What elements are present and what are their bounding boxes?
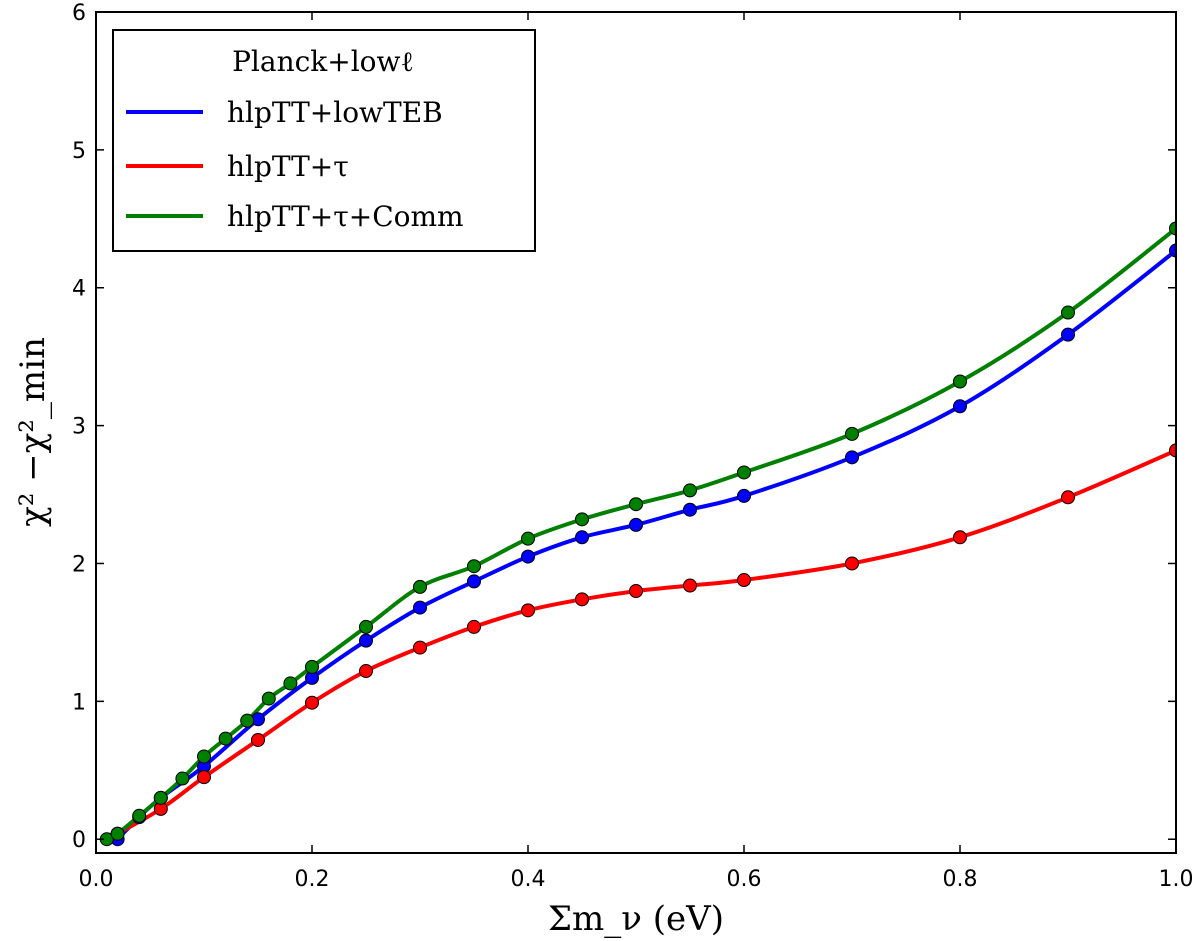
y-tick-label-4: 4: [72, 277, 86, 302]
series-0-point-14: [845, 450, 859, 465]
series-2-point-19: [845, 426, 859, 441]
series-layer: [99, 221, 1176, 847]
series-0-point-7: [413, 600, 427, 615]
series-2-point-17: [683, 483, 697, 498]
legend-label-0: hlpTT+lowTEB: [227, 96, 443, 129]
series-0-point-6: [359, 633, 373, 648]
x-axis-title: Σm_ν (eV): [548, 899, 724, 939]
series-1-point-9: [575, 592, 589, 607]
y-tick-label-0: 0: [72, 828, 86, 853]
series-1-point-11: [683, 578, 697, 593]
series-0-point-16: [1061, 327, 1075, 342]
series-0-point-9: [521, 549, 535, 564]
series-0-point-11: [629, 517, 643, 532]
x-tick-label-0: 0.0: [79, 867, 114, 892]
series-2-point-22: [1169, 221, 1176, 236]
x-tick-label-5: 1.0: [1159, 867, 1194, 892]
x-tick-label-1: 0.2: [295, 867, 330, 892]
series-2-point-2: [132, 808, 147, 823]
series-line-1: [116, 448, 1176, 836]
x-tick-label-3: 0.6: [727, 867, 762, 892]
y-tick-label-6: 6: [72, 1, 86, 26]
series-2-point-13: [467, 559, 481, 574]
series-2-point-1: [110, 826, 125, 841]
series-2-point-9: [283, 676, 298, 691]
series-0-point-13: [737, 488, 751, 503]
series-0-point-12: [683, 502, 697, 517]
series-2-point-11: [359, 619, 373, 634]
series-1-point-4: [305, 695, 319, 710]
series-2-point-14: [521, 531, 535, 546]
series-1-point-3: [251, 732, 265, 747]
series-1-point-13: [845, 556, 859, 571]
series-1-point-6: [413, 640, 427, 655]
series-1-point-15: [1061, 490, 1075, 505]
legend-title: Planck+lowℓ: [232, 45, 414, 78]
series-2-point-18: [737, 465, 751, 480]
y-tick-label-1: 1: [72, 690, 86, 715]
series-2-point-8: [261, 691, 276, 706]
series-0-point-17: [1169, 243, 1176, 258]
series-2-point-12: [413, 579, 427, 594]
series-1-point-10: [629, 584, 643, 599]
series-2-point-7: [240, 713, 255, 728]
x-tick-label-4: 0.8: [943, 867, 978, 892]
series-2-point-6: [218, 731, 233, 746]
y-tick-label-2: 2: [72, 552, 86, 577]
series-0-point-15: [953, 399, 967, 414]
series-1-point-14: [953, 530, 967, 545]
series-0-point-8: [467, 574, 481, 589]
plot-frame: [95, 11, 1177, 854]
series-1-point-8: [521, 603, 535, 618]
legend-label-1: hlpTT+τ: [227, 150, 349, 183]
legend-label-2: hlpTT+τ+Comm: [227, 200, 464, 233]
y-tick-label-5: 5: [72, 139, 86, 164]
y-tick-label-3: 3: [72, 415, 86, 440]
series-2-point-20: [953, 374, 967, 389]
series-2-point-3: [153, 790, 168, 805]
series-1-point-5: [359, 664, 373, 679]
series-2-point-5: [197, 749, 211, 764]
series-1-point-2: [197, 770, 211, 785]
y-axis-title: χ² −χ²_min: [13, 337, 53, 527]
series-1-point-7: [467, 619, 481, 634]
x-tick-label-2: 0.4: [511, 867, 546, 892]
legend: Planck+lowℓ hlpTT+lowTEB hlpTT+τ hlpTT+τ…: [112, 29, 536, 252]
series-2-point-10: [305, 659, 319, 674]
series-1-point-16: [1169, 443, 1176, 458]
series-2-point-15: [575, 512, 589, 527]
series-2-point-4: [175, 771, 190, 786]
series-2-point-21: [1061, 305, 1075, 320]
series-2-point-16: [629, 497, 643, 512]
series-1-point-12: [737, 573, 751, 588]
series-0-point-10: [575, 530, 589, 545]
